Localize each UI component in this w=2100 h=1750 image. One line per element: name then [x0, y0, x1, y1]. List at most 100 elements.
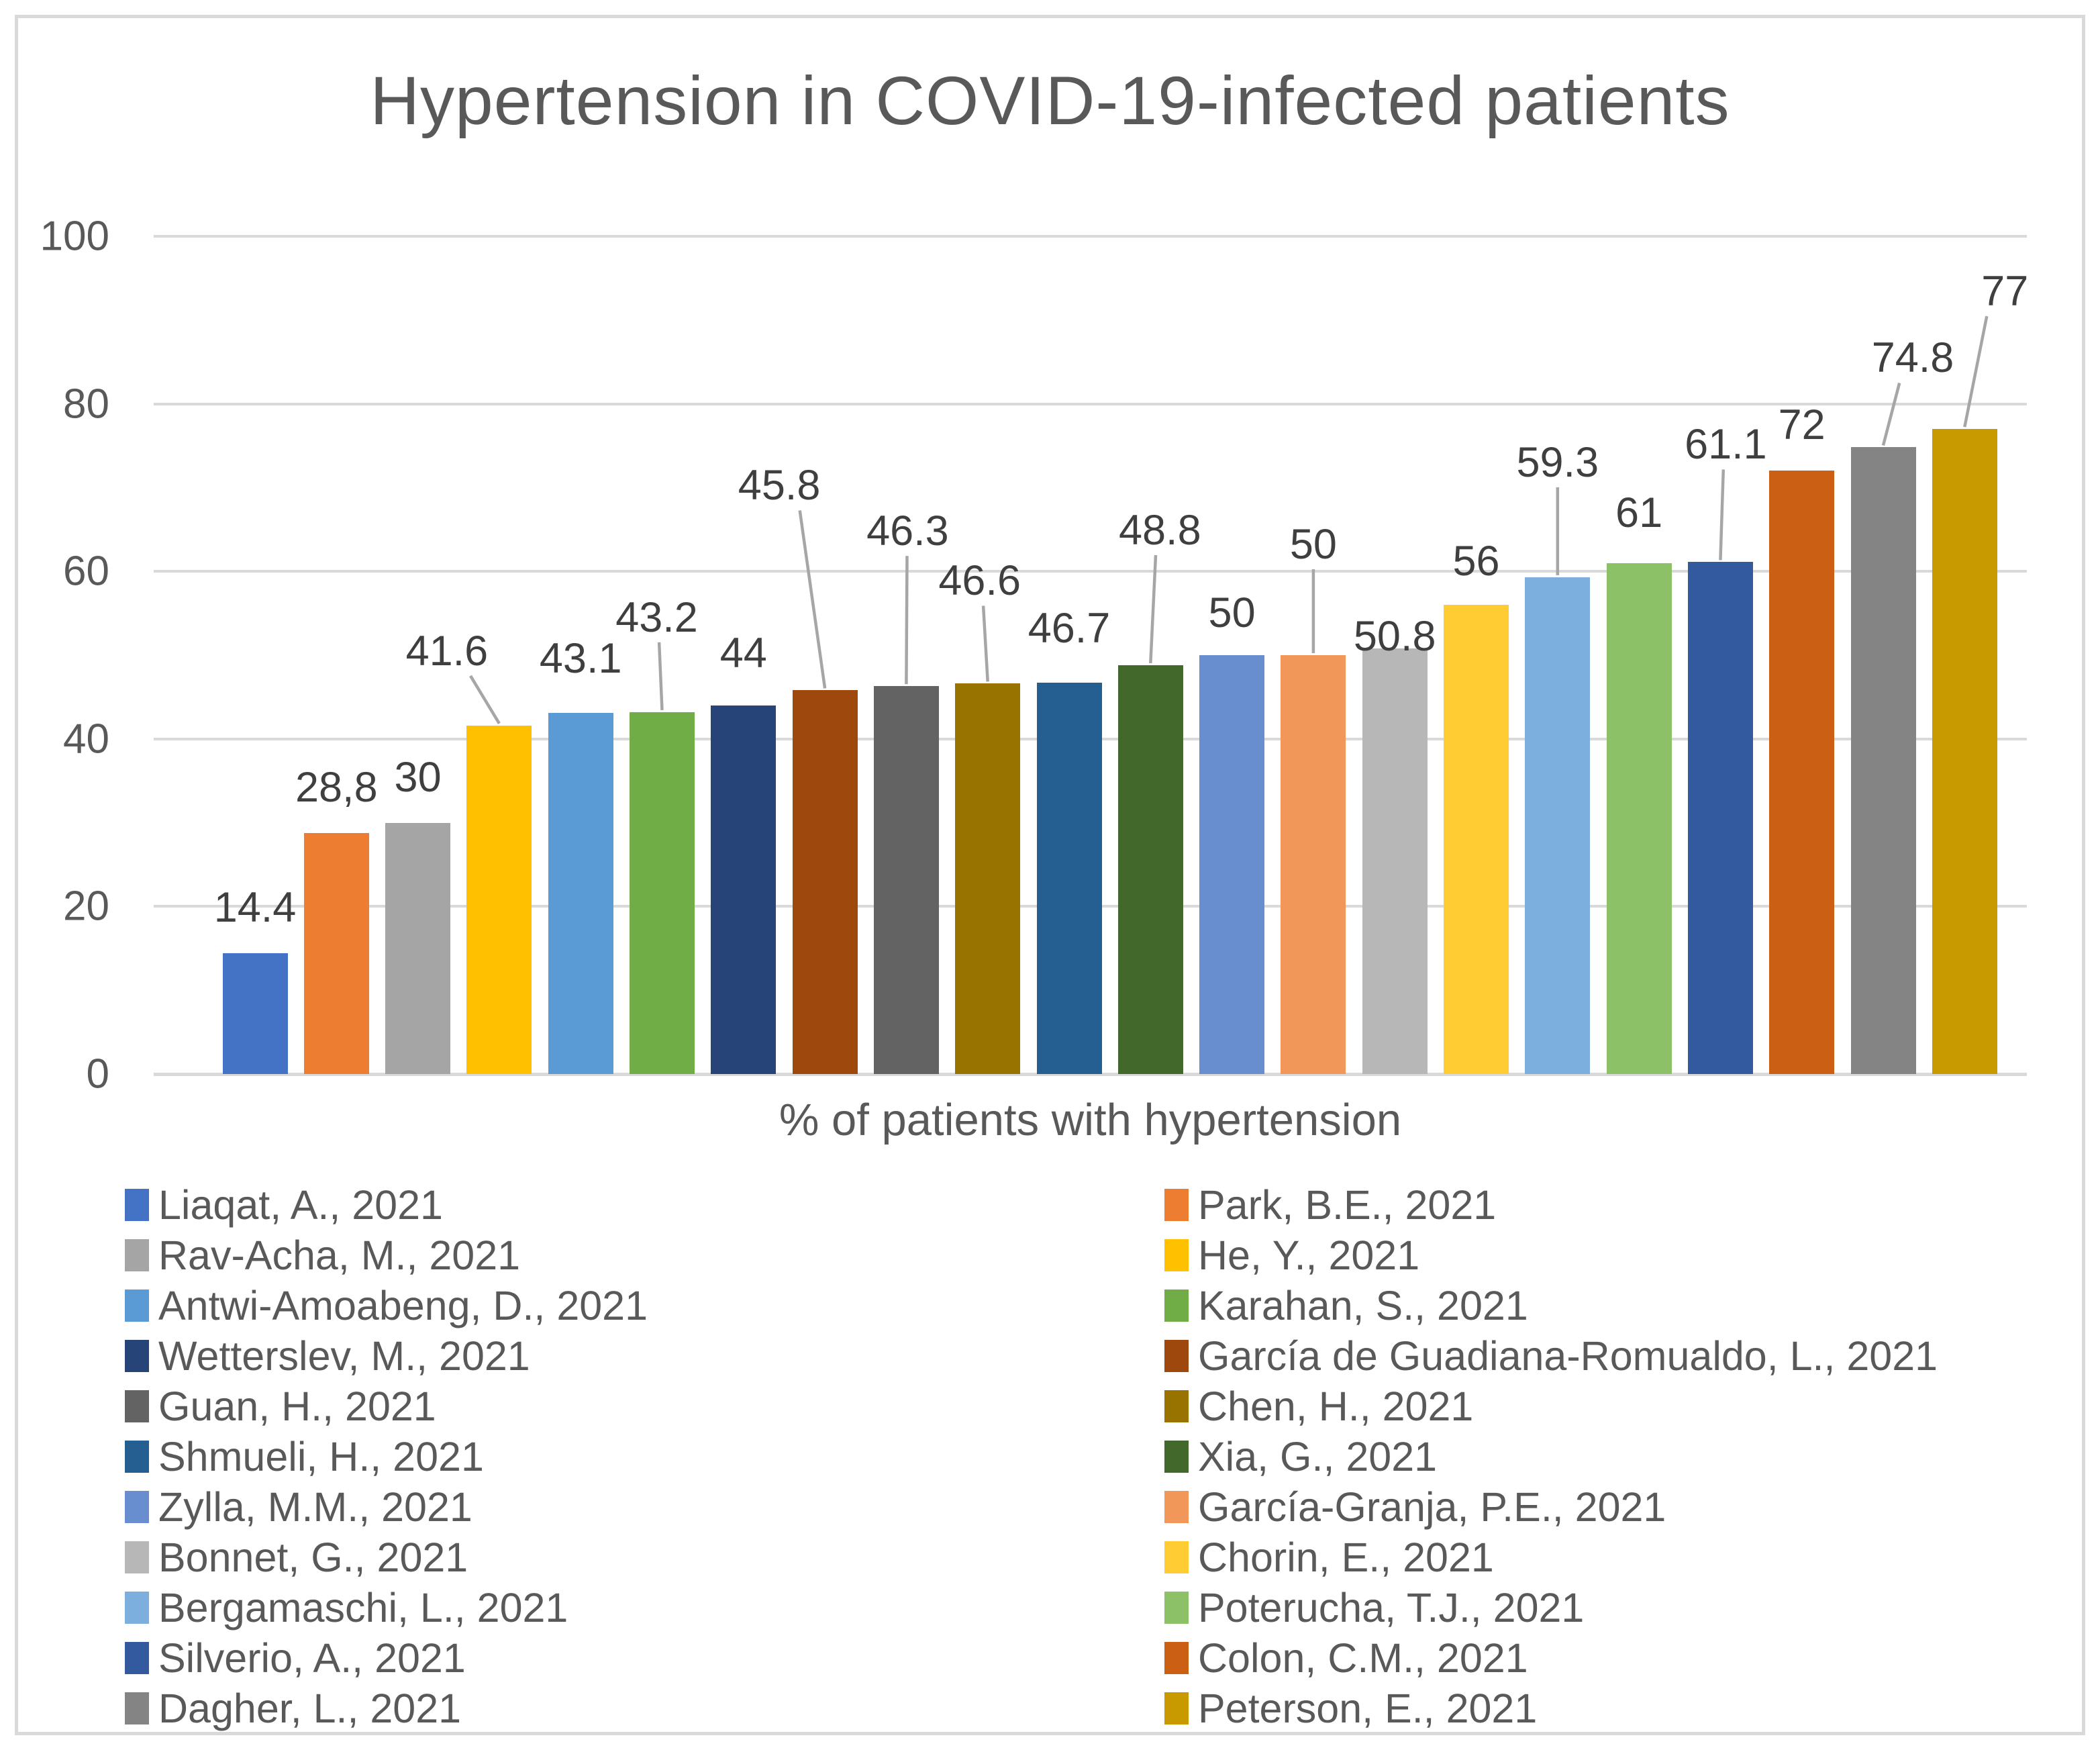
gridline: [154, 402, 2027, 405]
gridline: [154, 570, 2027, 573]
bar: [222, 953, 288, 1074]
legend-item: Liaqat, A., 2021: [125, 1179, 1164, 1230]
chart-title: Hypertension in COVID-19-infected patien…: [370, 62, 1730, 139]
legend-swatch: [125, 1188, 149, 1221]
bar: [1362, 648, 1428, 1074]
legend-label: Karahan, S., 2021: [1198, 1282, 1528, 1328]
bar: [1932, 429, 1997, 1074]
legend-item: Bergamaschi, L., 2021: [125, 1582, 1164, 1633]
y-axis-tick-label: 100: [40, 213, 109, 260]
legend-swatch: [125, 1339, 149, 1372]
legend-label: Rav-Acha, M., 2021: [158, 1232, 521, 1278]
legend-swatch: [125, 1289, 149, 1322]
bar: [1525, 577, 1591, 1074]
bar-value-label: 72: [1778, 401, 1826, 449]
legend-swatch: [125, 1390, 149, 1422]
legend-swatch: [1164, 1692, 1189, 1724]
bar-value-label: 48.8: [1118, 506, 1201, 554]
bar-value-label: 28,8: [295, 763, 378, 811]
bar: [630, 712, 695, 1074]
bar: [385, 822, 451, 1074]
bar-value-label: 14.4: [213, 884, 297, 932]
bar: [955, 683, 1021, 1074]
legend-label: Wetterslev, M., 2021: [158, 1332, 530, 1379]
bar: [303, 832, 369, 1074]
bar: [711, 705, 777, 1074]
legend-swatch: [1164, 1390, 1189, 1422]
legend-label: Guan, H., 2021: [158, 1383, 436, 1429]
bar: [792, 690, 858, 1074]
bar: [548, 713, 613, 1074]
bar-value-label: 45.8: [738, 462, 821, 509]
bar: [1036, 683, 1102, 1074]
bar-value-label: 59.3: [1516, 438, 1599, 486]
y-axis-tick-label: 60: [63, 548, 109, 595]
leader-line: [1881, 382, 1901, 446]
bar: [1117, 665, 1183, 1074]
y-axis-tick-label: 40: [63, 716, 109, 763]
leader-line: [1719, 469, 1726, 561]
legend-item: Silverio, A., 2021: [125, 1633, 1164, 1683]
legend-swatch: [1164, 1490, 1189, 1523]
legend-label: García-Granja, P.E., 2021: [1198, 1484, 1666, 1530]
legend-label: Bergamaschi, L., 2021: [158, 1584, 568, 1631]
legend-item: Xia, G., 2021: [1164, 1431, 2038, 1481]
bar-value-label: 74.8: [1871, 334, 1954, 382]
bar: [1687, 562, 1753, 1074]
bar: [1281, 655, 1346, 1074]
legend-label: Peterson, E., 2021: [1198, 1685, 1538, 1731]
legend-item: Guan, H., 2021: [125, 1381, 1164, 1431]
y-axis-tick-label: 20: [63, 883, 109, 930]
leader-line: [657, 642, 664, 710]
legend-label: Silverio, A., 2021: [158, 1635, 466, 1681]
legend-item: Antwi-Amoabeng, D., 2021: [125, 1280, 1164, 1330]
legend-swatch: [125, 1490, 149, 1523]
bar-value-label: 61: [1615, 489, 1663, 536]
legend-item: Shmueli, H., 2021: [125, 1431, 1164, 1481]
legend-item: García de Guadiana-Romualdo, L., 2021: [1164, 1330, 2038, 1381]
legend-label: Antwi-Amoabeng, D., 2021: [158, 1282, 648, 1328]
bar-value-label: 30: [394, 753, 442, 801]
bar-value-label: 46.6: [938, 557, 1021, 605]
legend-label: Chen, H., 2021: [1198, 1383, 1474, 1429]
legend-swatch: [125, 1591, 149, 1624]
y-axis-tick-label: 0: [86, 1051, 109, 1098]
legend-swatch: [1164, 1188, 1189, 1221]
leader-line: [1963, 315, 1989, 428]
bar-value-label: 46.7: [1028, 605, 1111, 652]
gridline: [154, 235, 2027, 238]
bar: [1444, 605, 1509, 1074]
legend-swatch: [125, 1541, 149, 1573]
legend-swatch: [125, 1440, 149, 1473]
leader-line: [469, 675, 501, 724]
legend-swatch: [125, 1238, 149, 1271]
bar-value-label: 50: [1289, 521, 1337, 568]
legend-swatch: [125, 1641, 149, 1674]
legend-item: Wetterslev, M., 2021: [125, 1330, 1164, 1381]
y-axis-tick-label: 80: [63, 381, 109, 428]
legend-item: Poterucha, T.J., 2021: [1164, 1582, 2038, 1633]
bar: [873, 686, 939, 1074]
bar-value-label: 50.8: [1353, 613, 1436, 661]
legend-label: Park, B.E., 2021: [1198, 1181, 1497, 1228]
legend-label: Shmueli, H., 2021: [158, 1433, 484, 1479]
x-axis-baseline: [154, 1073, 2027, 1076]
bar: [1769, 471, 1835, 1074]
legend-swatch: [1164, 1641, 1189, 1674]
leader-line: [981, 605, 989, 682]
legend-label: Colon, C.M., 2021: [1198, 1635, 1528, 1681]
legend-swatch: [1164, 1591, 1189, 1624]
legend-label: Zylla, M.M., 2021: [158, 1484, 472, 1530]
legend-item: Zylla, M.M., 2021: [125, 1481, 1164, 1532]
legend-item: Dagher, L., 2021: [125, 1683, 1164, 1733]
legend-item: Peterson, E., 2021: [1164, 1683, 2038, 1733]
bar-value-label: 61.1: [1685, 421, 1767, 469]
bar-value-label: 46.3: [866, 507, 949, 555]
bar-value-label: 43.1: [539, 635, 622, 683]
legend-swatch: [1164, 1440, 1189, 1473]
legend-item: García-Granja, P.E., 2021: [1164, 1481, 2038, 1532]
bar-value-label: 77: [1981, 268, 2029, 315]
bar: [1606, 563, 1672, 1074]
